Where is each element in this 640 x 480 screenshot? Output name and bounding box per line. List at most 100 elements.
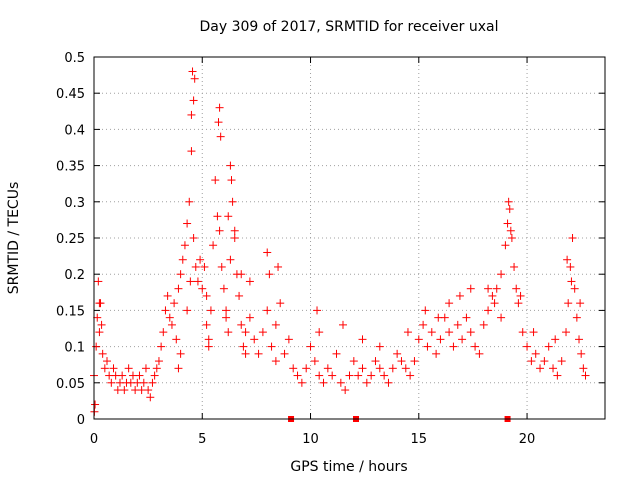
data-point (475, 349, 484, 358)
data-point (235, 291, 244, 300)
data-point (228, 197, 237, 206)
data-point (193, 277, 202, 286)
data-point (254, 349, 263, 358)
data-point (315, 371, 324, 380)
data-point (135, 371, 144, 380)
y-tick-label: 0.45 (56, 87, 85, 102)
data-point (188, 67, 197, 76)
data-point (183, 219, 192, 228)
data-point (271, 357, 280, 366)
data-point (388, 364, 397, 373)
data-point (204, 335, 213, 344)
data-point (186, 277, 195, 286)
data-point (157, 342, 166, 351)
data-point (204, 342, 213, 351)
data-point (516, 291, 525, 300)
data-point (488, 291, 497, 300)
data-point (250, 335, 259, 344)
data-point (211, 176, 220, 185)
data-point (276, 299, 285, 308)
data-point (341, 386, 350, 395)
data-point (293, 371, 302, 380)
data-point (187, 147, 196, 156)
data-point (124, 364, 133, 373)
data-point (263, 248, 272, 257)
data-point (406, 371, 415, 380)
data-point (512, 284, 521, 293)
data-point (245, 277, 254, 286)
data-point (544, 342, 553, 351)
data-point (354, 371, 363, 380)
data-point (214, 118, 223, 127)
data-point (144, 386, 153, 395)
data-point (241, 328, 250, 337)
data-point (336, 378, 345, 387)
data-point (380, 371, 389, 380)
data-point (289, 364, 298, 373)
data-point (349, 357, 358, 366)
data-point (222, 306, 231, 315)
data-point (510, 262, 519, 271)
data-point (423, 342, 432, 351)
data-point (427, 328, 436, 337)
data-point (265, 270, 274, 279)
data-point (345, 371, 354, 380)
data-point (154, 357, 163, 366)
data-point (523, 342, 532, 351)
data-point (434, 313, 443, 322)
data-point (219, 284, 228, 293)
y-tick-label: 0.25 (56, 232, 85, 247)
data-point (397, 357, 406, 366)
y-axis-label: SRMTID / TECUs (6, 182, 22, 295)
y-tick-label: 0.2 (64, 268, 85, 283)
data-point (306, 342, 315, 351)
data-point (507, 234, 516, 242)
data-point (187, 110, 196, 119)
data-point (410, 357, 419, 366)
data-point (190, 74, 199, 83)
data-point (206, 306, 215, 315)
data-point (445, 299, 454, 308)
data-point (297, 378, 306, 387)
data-point (215, 103, 224, 112)
data-point (271, 320, 280, 329)
x-tick-label: 10 (302, 432, 319, 447)
data-point (198, 284, 207, 293)
data-point (375, 342, 384, 351)
data-point (484, 284, 493, 293)
data-point (563, 255, 572, 264)
data-point (165, 313, 174, 322)
x-tick-label: 20 (519, 432, 536, 447)
data-point (302, 364, 311, 373)
data-point (280, 349, 289, 358)
data-point (497, 270, 506, 279)
data-point (267, 342, 276, 351)
data-point (239, 342, 248, 351)
data-point (202, 320, 211, 329)
data-point (215, 226, 224, 235)
data-point (490, 299, 499, 308)
data-point (419, 320, 428, 329)
data-point (274, 262, 283, 271)
data-point (564, 299, 573, 308)
data-point (579, 364, 588, 373)
y-tick-label: 0.1 (64, 341, 85, 356)
data-point (403, 328, 412, 337)
data-point (551, 335, 560, 344)
data-point (217, 262, 226, 271)
data-point (572, 313, 581, 322)
data-point (455, 291, 464, 300)
data-point (202, 291, 211, 300)
data-point (161, 306, 170, 315)
y-tick-label: 0.4 (64, 123, 85, 138)
data-point (562, 328, 571, 337)
data-point (92, 342, 101, 351)
data-point (436, 335, 445, 344)
y-tick-label: 0.3 (64, 196, 85, 211)
data-point (263, 306, 272, 315)
data-point (148, 378, 157, 387)
y-tick-label: 0 (77, 413, 85, 428)
data-point (95, 299, 104, 308)
data-point (505, 205, 514, 214)
